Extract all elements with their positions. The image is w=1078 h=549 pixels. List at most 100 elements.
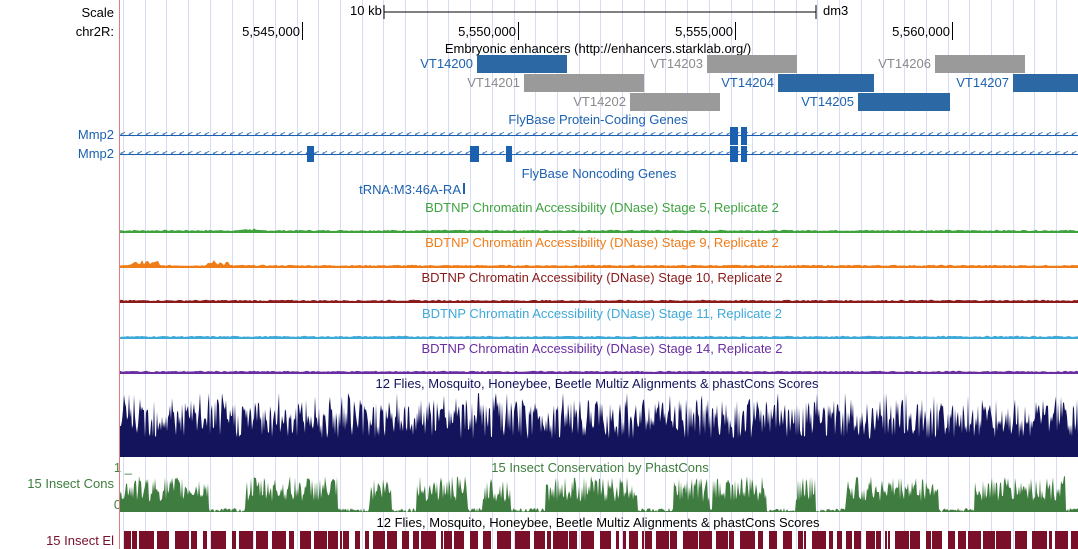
guide-line [687,0,688,549]
ruler-tickmark-4 [952,22,953,40]
phastcons-wiggle[interactable] [120,474,1078,512]
guide-line [514,0,515,549]
guide-line [622,0,623,549]
ruler-tickmark-2 [518,22,519,40]
guide-line [340,0,341,549]
guide-line [796,0,797,549]
guide-line [470,0,471,549]
left-label-column: Scale chr2R: Mmp2 Mmp2 15 Insect Cons 1 … [0,0,132,549]
enhancer-vt14203-label[interactable]: VT14203 [650,56,703,71]
guide-line [448,0,449,549]
left-margin-divider [119,0,120,549]
guide-line [210,0,211,549]
guide-line [535,0,536,549]
enhancer-vt14201-box[interactable] [524,74,644,92]
guide-line [427,0,428,549]
ruler-tick-3: 5,555,000 [675,24,733,39]
enhancer-vt14203-box[interactable] [707,55,797,73]
enhancer-vt14202-label[interactable]: VT14202 [573,94,626,109]
multiz-conservation-wiggle[interactable] [120,392,1078,457]
conserved-elements-track[interactable] [120,531,1078,549]
guide-line [600,0,601,549]
trna-gene-feature[interactable] [463,183,465,194]
dnase-track-title-3: BDTNP Chromatin Accessibility (DNase) St… [421,270,783,285]
enhancer-vt14202-box[interactable] [630,93,720,111]
guide-line [904,0,905,549]
enhancer-vt14205-label[interactable]: VT14205 [801,94,854,109]
insect-cons-label[interactable]: 15 Insect Cons [27,476,114,491]
enhancers-track-title: Embryonic enhancers (http://enhancers.st… [444,41,752,56]
guide-line [644,0,645,549]
scale-label: Scale [81,5,114,20]
gene-mmp2-a-line[interactable]: <<<<<<<<<<<<<<<<<<<<<<<<<<<<<<<<<<<<<<<<… [120,131,1078,140]
enhancer-vt14204-label[interactable]: VT14204 [721,75,774,90]
guide-line [948,0,949,549]
guide-line [297,0,298,549]
gene-mmp2-b-exon-1[interactable] [307,146,314,162]
guide-line [166,0,167,549]
gene-mmp2-a-exon-2[interactable] [741,127,747,145]
scale-bar [383,5,817,19]
insect-el-label[interactable]: 15 Insect El [46,533,114,548]
ruler-tick-2: 5,550,000 [458,24,516,39]
guide-line [1013,0,1014,549]
guide-line [492,0,493,549]
ruler-tickmark-1 [302,22,303,40]
guide-line [883,0,884,549]
gene-mmp2-b-exon-3[interactable] [506,146,512,162]
dnase-signal-2[interactable] [120,252,1078,268]
trna-gene-label[interactable]: tRNA:M3:46A-RA [359,182,461,197]
enhancer-vt14205-box[interactable] [858,93,950,111]
guide-line [991,0,992,549]
dnase-signal-1[interactable] [120,217,1078,233]
guide-line [926,0,927,549]
enhancer-vt14207-label[interactable]: VT14207 [956,75,1009,90]
guide-line [145,0,146,549]
ruler-tick-1: 5,545,000 [242,24,300,39]
guide-line [232,0,233,549]
dnase-signal-5[interactable] [120,358,1078,374]
guide-line [709,0,710,549]
gene-mmp2-b-exon-4[interactable] [730,146,738,162]
dnase-track-title-1: BDTNP Chromatin Accessibility (DNase) St… [425,200,779,215]
enhancer-vt14201-label[interactable]: VT14201 [467,75,520,90]
gene-mmp2-a-exon-1[interactable] [730,127,738,145]
guide-line [383,0,384,549]
enhancer-vt14206-box[interactable] [935,55,1025,73]
guide-line [188,0,189,549]
chrom-label: chr2R: [75,24,114,39]
enhancer-vt14200-label[interactable]: VT14200 [420,56,473,71]
enhancer-vt14200-box[interactable] [477,55,567,73]
guide-line [123,0,124,549]
gene-label-mmp2-a[interactable]: Mmp2 [77,127,114,142]
dnase-track-title-5: BDTNP Chromatin Accessibility (DNase) St… [421,341,783,356]
guide-line [405,0,406,549]
guide-line [318,0,319,549]
dnase-track-title-2: BDTNP Chromatin Accessibility (DNase) St… [425,235,779,250]
gene-mmp2-b-line[interactable]: <<<<<<<<<<<<<<<<<<<<<<<<<<<<<<<<<<<<<<<<… [120,150,1078,159]
guide-line [839,0,840,549]
enhancer-vt14204-box[interactable] [778,74,874,92]
dnase-signal-4[interactable] [120,323,1078,339]
enhancer-vt14206-label[interactable]: VT14206 [878,56,931,71]
guide-line [579,0,580,549]
multiz-track-title: 12 Flies, Mosquito, Honeybee, Beetle Mul… [375,376,819,391]
gene-mmp2-b-exon-2[interactable] [470,146,479,162]
ruler-tick-4: 5,560,000 [892,24,950,39]
guide-line [1034,0,1035,549]
guide-line [969,0,970,549]
gene-mmp2-b-exon-5[interactable] [741,146,747,162]
guide-line [253,0,254,549]
guide-line [557,0,558,549]
gene-label-mmp2-b[interactable]: Mmp2 [77,146,114,161]
protein-coding-track-title: FlyBase Protein-Coding Genes [508,112,688,127]
guide-line [861,0,862,549]
guide-line [1056,0,1057,549]
enhancer-vt14207-box[interactable] [1013,74,1078,92]
cons-max-label: 1 _ [113,460,132,475]
guide-line [817,0,818,549]
guide-line [362,0,363,549]
dnase-signal-3[interactable] [120,287,1078,303]
track-area[interactable]: 10 kb dm3 5,545,000 5,550,000 5,555,000 … [120,0,1078,549]
guide-line [665,0,666,549]
